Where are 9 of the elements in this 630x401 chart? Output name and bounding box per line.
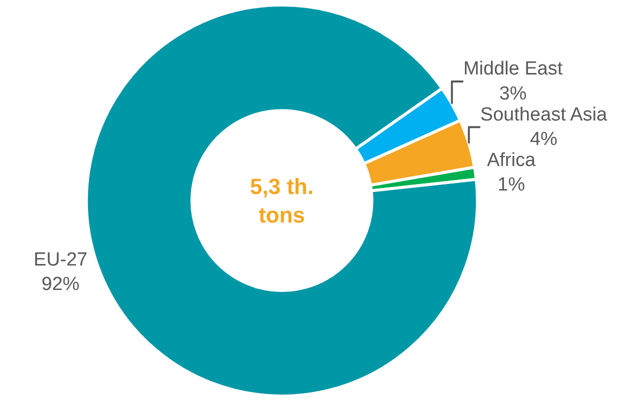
data-label: 92% xyxy=(42,274,80,295)
slice-label: EU-27 xyxy=(34,249,88,270)
slice-label: Middle East xyxy=(463,58,564,80)
slice-label: Africa xyxy=(486,150,536,171)
data-label: 3% xyxy=(499,83,527,104)
data-label: 1% xyxy=(497,174,526,196)
text: 5,3 th. tons xyxy=(250,174,314,228)
slice-label: Southeast Asia xyxy=(480,104,608,126)
data-label: 4% xyxy=(530,129,558,150)
